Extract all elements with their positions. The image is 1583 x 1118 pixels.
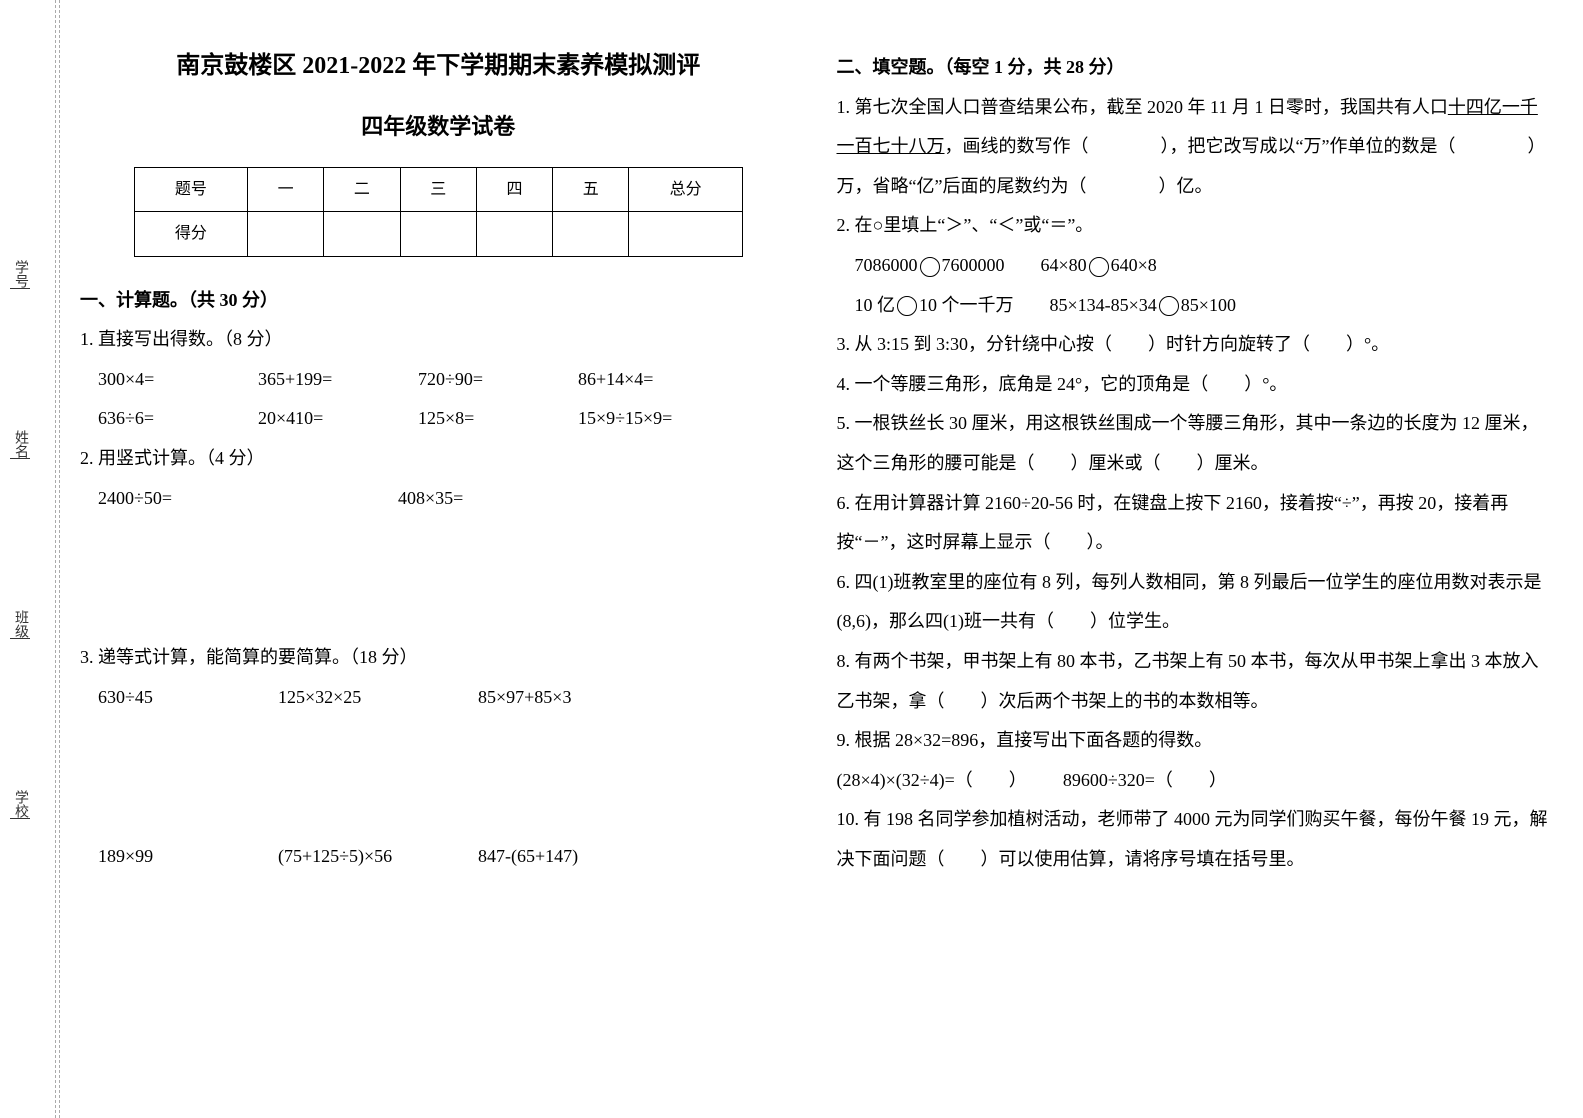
calc-item: 300×4= bbox=[98, 360, 218, 400]
cmp-left: 85×134-85×34 bbox=[1050, 295, 1157, 315]
calc-row: 636÷6= 20×410= 125×8= 15×9÷15×9= bbox=[80, 399, 797, 439]
calc-item: 86+14×4= bbox=[578, 360, 698, 400]
cmp-right: 7600000 bbox=[942, 255, 1005, 275]
circle-blank bbox=[1089, 257, 1109, 277]
section1-head: 一、计算题。（共 30 分） bbox=[80, 281, 797, 321]
score-cell bbox=[553, 212, 629, 256]
score-cell bbox=[476, 212, 552, 256]
calc-row: 189×99 (75+125÷5)×56 847-(65+147) bbox=[80, 837, 797, 877]
fill-q4: 4. 一个等腰三角形，底角是 24°，它的顶角是（ ）°。 bbox=[837, 365, 1554, 405]
fill-q2-row1: 7086000 7600000 64×80 640×8 bbox=[837, 246, 1554, 286]
calc-item: 125×8= bbox=[418, 399, 538, 439]
calc-row: 630÷45 125×32×25 85×97+85×3 bbox=[80, 678, 797, 718]
calc-item: 20×410= bbox=[258, 399, 378, 439]
exam-subtitle: 四年级数学试卷 bbox=[80, 103, 797, 151]
score-header: 四 bbox=[476, 168, 552, 212]
cmp-right: 85×100 bbox=[1181, 295, 1236, 315]
section2-head: 二、填空题。（每空 1 分，共 28 分） bbox=[837, 48, 1554, 88]
fill-q6b: 6. 四(1)班教室里的座位有 8 列，每列人数相同，第 8 列最后一位学生的座… bbox=[837, 563, 1554, 642]
calc-item: 125×32×25 bbox=[278, 678, 438, 718]
q3-head: 3. 递等式计算，能简算的要简算。（18 分） bbox=[80, 638, 797, 678]
score-cell bbox=[400, 212, 476, 256]
circle-blank bbox=[1159, 296, 1179, 316]
circle-blank bbox=[920, 257, 940, 277]
margin-label-studentno: 学号 bbox=[10, 260, 30, 289]
fill-q3: 3. 从 3:15 到 3:30，分针绕中心按（ ）时针方向旋转了（ ）°。 bbox=[837, 325, 1554, 365]
q1-part-a: 1. 第七次全国人口普查结果公布，截至 2020 年 11 月 1 日零时，我国… bbox=[837, 97, 1448, 117]
page-content: 南京鼓楼区 2021-2022 年下学期期末素养模拟测评 四年级数学试卷 题号 … bbox=[60, 0, 1583, 1118]
score-row-label: 得分 bbox=[134, 212, 247, 256]
margin-label-school: 学校 bbox=[10, 790, 30, 819]
fill-q5: 5. 一根铁丝长 30 厘米，用这根铁丝围成一个等腰三角形，其中一条边的长度为 … bbox=[837, 404, 1554, 483]
score-header: 三 bbox=[400, 168, 476, 212]
margin-label-class: 班级 bbox=[10, 610, 30, 639]
fill-q2-head: 2. 在○里填上“＞”、“＜”或“＝”。 bbox=[837, 206, 1554, 246]
left-column: 南京鼓楼区 2021-2022 年下学期期末素养模拟测评 四年级数学试卷 题号 … bbox=[80, 40, 797, 1098]
calc-item: 85×97+85×3 bbox=[478, 678, 598, 718]
right-column: 二、填空题。（每空 1 分，共 28 分） 1. 第七次全国人口普查结果公布，截… bbox=[837, 40, 1554, 1098]
score-header: 五 bbox=[553, 168, 629, 212]
calc-row: 2400÷50= 408×35= bbox=[80, 479, 797, 519]
fill-q1: 1. 第七次全国人口普查结果公布，截至 2020 年 11 月 1 日零时，我国… bbox=[837, 88, 1554, 207]
calc-item: 630÷45 bbox=[98, 678, 238, 718]
score-header: 一 bbox=[248, 168, 324, 212]
calc-item: 720÷90= bbox=[418, 360, 538, 400]
score-cell bbox=[629, 212, 742, 256]
q9-a: (28×4)×(32÷4)=（ ） bbox=[837, 770, 1027, 790]
score-header: 总分 bbox=[629, 168, 742, 212]
calc-item: 636÷6= bbox=[98, 399, 218, 439]
q9-b: 89600÷320=（ ） bbox=[1063, 770, 1227, 790]
margin-label-name: 姓名 bbox=[10, 430, 30, 459]
fill-q8: 8. 有两个书架，甲书架上有 80 本书，乙书架上有 50 本书，每次从甲书架上… bbox=[837, 642, 1554, 721]
cmp-right: 640×8 bbox=[1111, 255, 1157, 275]
cmp-left: 64×80 bbox=[1041, 255, 1087, 275]
cmp-left: 10 亿 bbox=[855, 295, 896, 315]
score-header: 二 bbox=[324, 168, 400, 212]
calc-item: 847-(65+147) bbox=[478, 837, 598, 877]
fill-q2-row2: 10 亿 10 个一千万 85×134-85×34 85×100 bbox=[837, 286, 1554, 326]
score-cell bbox=[324, 212, 400, 256]
calc-item: 408×35= bbox=[398, 479, 518, 519]
score-header-row: 题号 一 二 三 四 五 总分 bbox=[134, 168, 742, 212]
calc-item: 189×99 bbox=[98, 837, 238, 877]
binding-margin: 学号 姓名 班级 学校 bbox=[0, 0, 60, 1118]
fill-q6: 6. 在用计算器计算 2160÷20-56 时，在键盘上按下 2160，接着按“… bbox=[837, 484, 1554, 563]
score-table: 题号 一 二 三 四 五 总分 得分 bbox=[134, 167, 743, 256]
calc-item: 365+199= bbox=[258, 360, 378, 400]
cmp-left: 7086000 bbox=[855, 255, 918, 275]
fill-q9-head: 9. 根据 28×32=896，直接写出下面各题的得数。 bbox=[837, 721, 1554, 761]
calc-item: 15×9÷15×9= bbox=[578, 399, 698, 439]
calc-item: (75+125÷5)×56 bbox=[278, 837, 438, 877]
calc-item: 2400÷50= bbox=[98, 479, 358, 519]
fill-q9-row: (28×4)×(32÷4)=（ ） 89600÷320=（ ） bbox=[837, 761, 1554, 801]
score-header: 题号 bbox=[134, 168, 247, 212]
calc-row: 300×4= 365+199= 720÷90= 86+14×4= bbox=[80, 360, 797, 400]
q1-head: 1. 直接写出得数。（8 分） bbox=[80, 320, 797, 360]
q2-head: 2. 用竖式计算。（4 分） bbox=[80, 439, 797, 479]
score-cell bbox=[248, 212, 324, 256]
exam-title: 南京鼓楼区 2021-2022 年下学期期末素养模拟测评 bbox=[80, 40, 797, 93]
cmp-right: 10 个一千万 bbox=[919, 295, 1014, 315]
score-value-row: 得分 bbox=[134, 212, 742, 256]
dashed-line bbox=[55, 0, 56, 1118]
fill-q10: 10. 有 198 名同学参加植树活动，老师带了 4000 元为同学们购买午餐，… bbox=[837, 800, 1554, 879]
circle-blank bbox=[897, 296, 917, 316]
